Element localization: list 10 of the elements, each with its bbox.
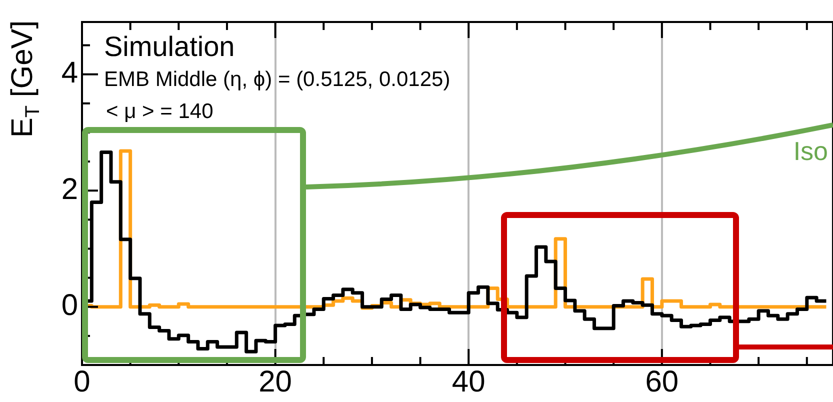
- annotation: Iso: [793, 136, 828, 166]
- x-tick-label: 20: [258, 365, 292, 398]
- y-tick-label: 4: [61, 56, 78, 90]
- y-tick-label: 0: [61, 289, 78, 322]
- y-tick-label: 2: [61, 172, 78, 206]
- annotation: < μ > = 140: [106, 100, 214, 123]
- annotation: EMB Middle (η, ϕ) = (0.5125, 0.0125): [104, 68, 450, 91]
- x-tick-label: 60: [645, 365, 679, 398]
- x-tick-label: 40: [452, 365, 486, 398]
- annotation: Simulation: [104, 31, 235, 62]
